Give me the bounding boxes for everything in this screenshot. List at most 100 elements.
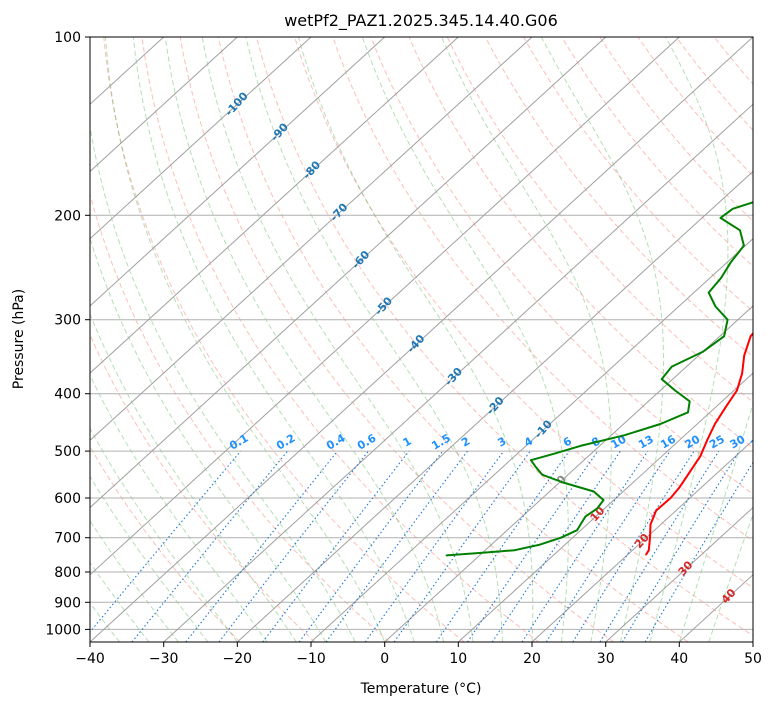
series-point-1 — [481, 551, 484, 554]
x-tick-label: 20 — [523, 651, 541, 667]
moist-adiabat — [245, 37, 503, 642]
series-point-0 — [688, 472, 690, 475]
moist-adiabat — [441, 37, 612, 642]
series-point-0 — [764, 319, 766, 321]
moist-adiabat — [678, 401, 753, 642]
series-point-1 — [538, 544, 540, 546]
x-axis-label: Temperature (°C) — [360, 681, 482, 697]
series-point-0 — [649, 523, 652, 526]
isotherm-gridline — [457, 372, 753, 642]
series-point-1 — [623, 434, 626, 437]
series-point-1 — [707, 291, 710, 294]
series-line-1 — [446, 201, 753, 557]
x-tick-label: −30 — [149, 651, 179, 667]
moist-adiabat — [164, 37, 445, 642]
series-point-0 — [736, 389, 738, 392]
moist-adiabat — [132, 37, 415, 642]
isotherm-gridline — [531, 439, 753, 642]
mixing-ratio-line — [262, 450, 410, 642]
series-point-1 — [576, 529, 578, 531]
dry-adiabat — [370, 37, 753, 495]
dry-adiabat — [294, 37, 753, 589]
series-point-1 — [764, 170, 766, 172]
series-point-1 — [731, 208, 734, 210]
mixing-ratio-line — [218, 450, 369, 642]
series-point-1 — [723, 335, 725, 338]
series-point-0 — [648, 549, 650, 551]
mixing-ratio-line — [545, 450, 671, 642]
dry-adiabat — [523, 37, 753, 313]
series-point-1 — [659, 423, 662, 425]
series-point-0 — [645, 553, 647, 556]
series-point-1 — [714, 305, 717, 308]
series-point-0 — [699, 455, 702, 458]
chart-title: wetPf2_PAZ1.2025.345.14.40.G06 — [284, 11, 558, 31]
dry-adiabat — [408, 37, 753, 449]
dry-adiabat — [446, 37, 753, 403]
profile-series — [445, 170, 771, 557]
series-point-1 — [660, 378, 663, 380]
y-axis-label: Pressure (hPa) — [11, 289, 27, 389]
mixing-ratio-line — [185, 450, 339, 642]
mixing-ratio-line — [131, 450, 289, 642]
series-point-0 — [743, 354, 745, 357]
isotherm-gridline — [90, 37, 386, 307]
axes: −40 −30 −20 −10 0 10 20 30 40 50 100 200 300 400 500 60… — [45, 30, 762, 667]
x-tick-label: −40 — [75, 651, 105, 667]
series-point-1 — [579, 523, 582, 526]
mixing-ratio-line — [572, 450, 695, 642]
moist-adiabat — [90, 236, 327, 642]
x-tick-label: 30 — [597, 651, 615, 667]
moist-adiabat — [708, 513, 753, 642]
x-tick-label: 40 — [670, 651, 688, 667]
series-point-1 — [541, 473, 543, 476]
mixing-ratio-line — [644, 461, 753, 642]
moist-adiabat — [297, 37, 534, 642]
x-tick-label: 50 — [744, 651, 762, 667]
y-tick-label: 100 — [54, 30, 81, 46]
mixing-ratio-line — [621, 450, 740, 642]
dry-adiabat — [637, 37, 753, 177]
y-tick-label: 1000 — [45, 622, 81, 638]
dry-adiabat — [90, 333, 316, 642]
series-point-1 — [553, 452, 555, 455]
moist-adiabat — [90, 374, 268, 642]
series-point-0 — [714, 423, 716, 425]
isotherm-gridline — [236, 170, 753, 642]
series-point-1 — [769, 176, 771, 178]
isotherm-gridline — [90, 37, 312, 240]
series-point-0 — [655, 509, 657, 512]
y-tick-label: 400 — [54, 387, 81, 403]
mixing-ratio-line — [393, 450, 531, 642]
series-point-1 — [562, 481, 564, 484]
series-point-1 — [513, 549, 516, 551]
series-point-1 — [701, 351, 704, 353]
dry-adiabat — [599, 37, 753, 222]
x-tick-label: −20 — [223, 651, 253, 667]
series-point-0 — [649, 536, 651, 539]
isotherm-gridline — [752, 641, 753, 642]
dry-adiabat — [141, 37, 540, 642]
series-point-1 — [671, 365, 673, 368]
moist-adiabat — [90, 561, 150, 642]
moist-adiabat — [540, 37, 664, 642]
series-point-1 — [530, 459, 532, 462]
isotherm-gridline — [384, 305, 753, 642]
mixing-ratio-line — [467, 450, 599, 642]
background-lines — [90, 37, 753, 642]
series-point-1 — [579, 445, 582, 447]
series-point-1 — [602, 499, 605, 501]
series-line-0 — [645, 331, 753, 556]
series-point-1 — [719, 217, 722, 219]
series-point-0 — [669, 497, 672, 499]
x-tick-label: −10 — [296, 651, 326, 667]
series-point-1 — [674, 389, 676, 392]
isotherm-gridline — [90, 37, 680, 576]
series-point-1 — [596, 507, 598, 510]
series-point-1 — [730, 261, 732, 264]
isotherm-gridline — [163, 103, 753, 642]
moist-adiabat — [361, 37, 569, 642]
mixing-ratio-line — [599, 450, 720, 642]
x-tick-label: 10 — [449, 651, 467, 667]
dry-adiabat — [484, 37, 753, 358]
